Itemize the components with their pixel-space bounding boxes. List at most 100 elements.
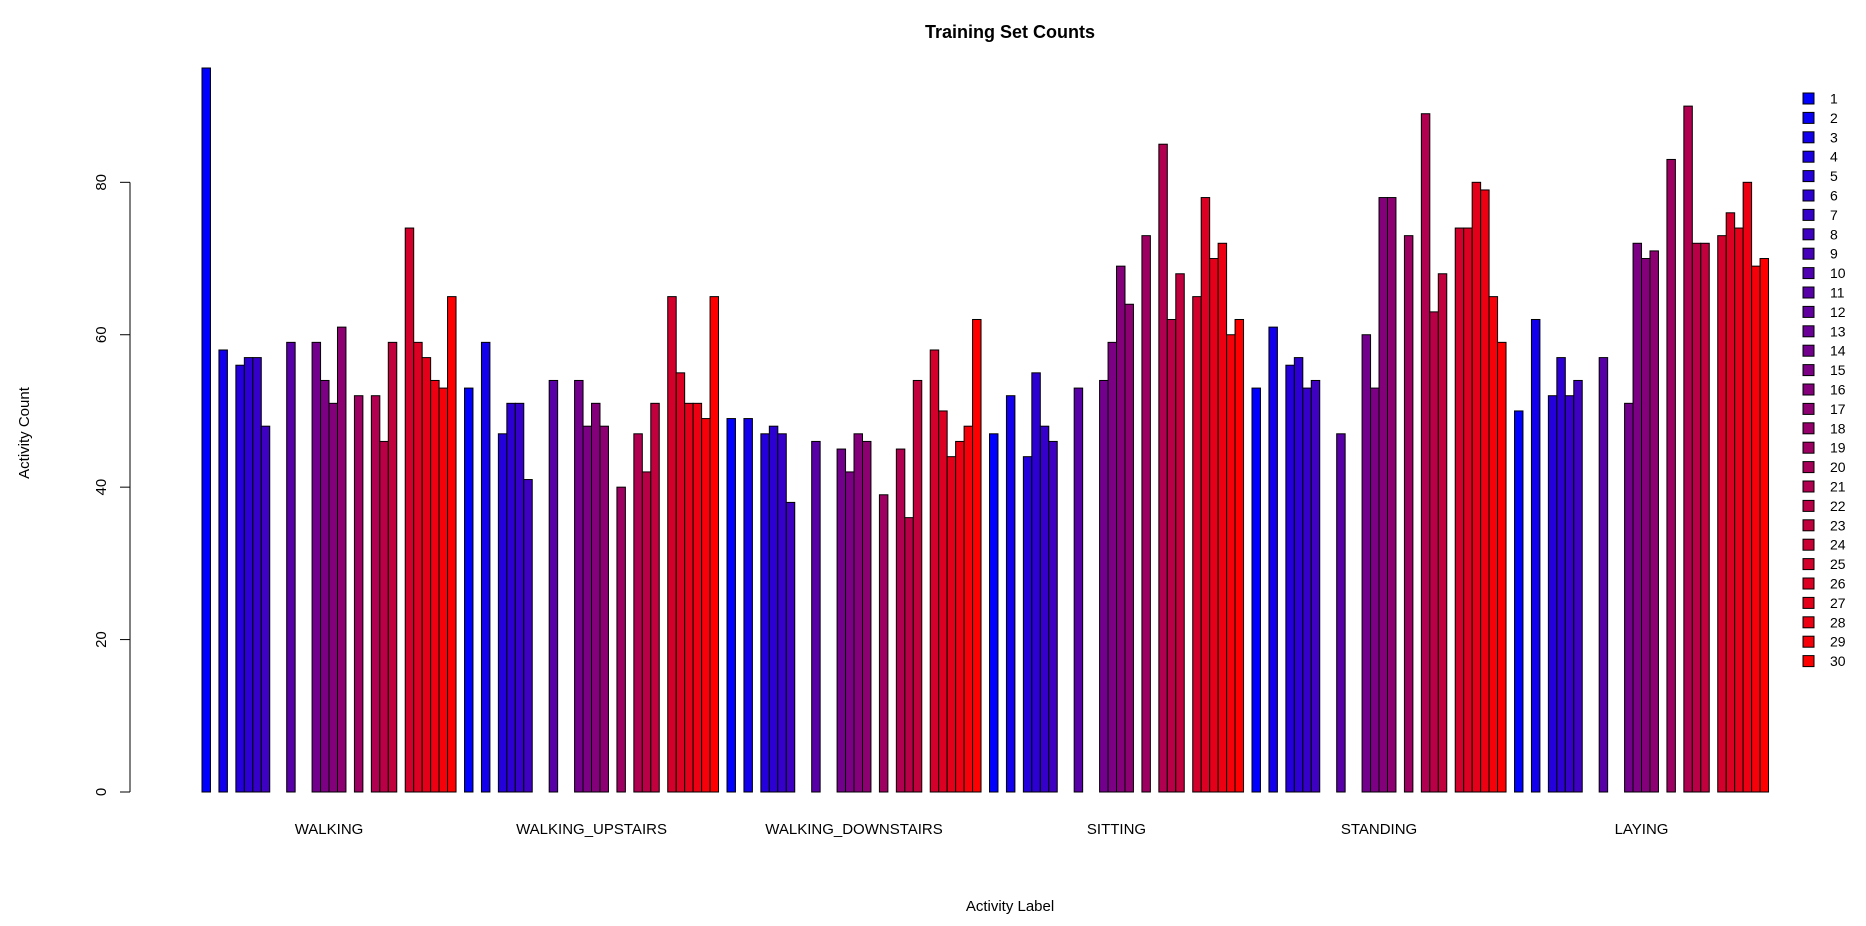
- legend-swatch: [1802, 616, 1815, 629]
- y-axis: 0 20 40 60 80: [93, 174, 131, 796]
- bar-laying-27: [1734, 227, 1744, 793]
- bar-sitting-17: [1124, 303, 1134, 793]
- legend-label: 30: [1830, 653, 1846, 669]
- bar-walking-upstairs-1: [464, 387, 474, 793]
- bar-walking-upstairs-22: [641, 471, 652, 793]
- bar-walking-downstairs-16: [853, 433, 863, 793]
- bar-laying-28: [1742, 181, 1753, 793]
- legend-swatch: [1802, 422, 1815, 435]
- legend-label: 18: [1830, 420, 1846, 436]
- legend-swatch: [1802, 558, 1815, 571]
- legend-label: 23: [1830, 517, 1846, 533]
- x-axis-label: Activity Label: [966, 898, 1054, 915]
- legend-label: 21: [1830, 479, 1846, 495]
- category-labels: WALKING WALKING_UPSTAIRS WALKING_DOWNSTAIR…: [295, 821, 1669, 838]
- legend-label: 25: [1830, 556, 1846, 572]
- bar-walking-upstairs-30: [709, 296, 720, 793]
- bar-walking-25: [404, 227, 415, 793]
- bar-standing-14: [1361, 334, 1372, 793]
- legend-swatch: [1802, 441, 1815, 454]
- bar-walking-8: [260, 425, 271, 793]
- legend-label: 16: [1830, 382, 1846, 398]
- bar-walking-downstairs-30: [972, 318, 982, 793]
- bar-laying-17: [1649, 250, 1659, 793]
- bar-sitting-1: [989, 433, 999, 793]
- bar-walking-30: [447, 296, 457, 793]
- bar-standing-22: [1429, 311, 1439, 793]
- bar-walking-downstairs-29: [963, 425, 974, 793]
- bar-walking-upstairs-5: [497, 433, 508, 793]
- bar-sitting-28: [1217, 242, 1228, 793]
- bar-sitting-11: [1073, 387, 1084, 793]
- bar-walking-upstairs-17: [599, 425, 609, 793]
- legend-swatch: [1802, 635, 1815, 648]
- legend-label: 8: [1830, 226, 1838, 242]
- bar-walking-23: [387, 341, 398, 793]
- bar-sitting-19: [1141, 235, 1151, 793]
- bar-walking-upstairs-25: [667, 296, 677, 793]
- legend-swatch: [1802, 538, 1815, 551]
- bar-walking-upstairs-27: [684, 402, 694, 793]
- bar-laying-29: [1751, 265, 1761, 793]
- legend-label: 12: [1830, 304, 1846, 320]
- legend-swatch: [1802, 170, 1815, 183]
- bar-standing-17: [1386, 197, 1397, 793]
- bar-laying-30: [1759, 258, 1770, 793]
- bar-walking-downstairs-15: [845, 471, 855, 793]
- bar-walking-downstairs-22: [904, 517, 914, 793]
- bar-walking-28: [430, 379, 440, 793]
- bar-walking-upstairs-14: [574, 379, 584, 793]
- bar-walking-downstairs-17: [861, 440, 872, 793]
- legend-label: 15: [1830, 362, 1846, 378]
- bar-sitting-14: [1099, 379, 1109, 793]
- legend-swatch: [1802, 111, 1815, 124]
- bar-walking-downstairs-28: [955, 440, 965, 793]
- legend-swatch: [1802, 364, 1815, 377]
- bar-walking-upstairs-16: [591, 402, 601, 793]
- legend-label: 2: [1830, 110, 1838, 126]
- bar-sitting-3: [1005, 395, 1016, 793]
- bar-walking-29: [438, 387, 449, 793]
- bar-laying-25: [1717, 235, 1727, 793]
- bar-walking-downstairs-11: [811, 440, 821, 793]
- legend-swatch: [1802, 247, 1815, 260]
- category-label: WALKING_DOWNSTAIRS: [765, 821, 943, 838]
- bar-laying-5: [1547, 395, 1558, 793]
- bar-walking-upstairs-19: [616, 486, 626, 793]
- legend-label: 5: [1830, 168, 1838, 184]
- category-label: SITTING: [1087, 821, 1146, 838]
- bar-laying-14: [1624, 402, 1634, 793]
- bar-walking-27: [421, 357, 432, 793]
- legend-label: 20: [1830, 459, 1846, 475]
- legend-label: 26: [1830, 576, 1846, 592]
- legend-swatch: [1802, 383, 1815, 396]
- bar-standing-8: [1310, 379, 1321, 793]
- bar-walking-22: [379, 440, 389, 793]
- legend-swatch: [1802, 150, 1815, 163]
- bar-standing-3: [1268, 326, 1278, 793]
- bar-walking-19: [353, 395, 364, 793]
- bar-walking-downstairs-25: [929, 349, 940, 793]
- bar-standing-26: [1463, 227, 1473, 793]
- legend-swatch: [1802, 228, 1815, 241]
- bar-laying-1: [1514, 410, 1524, 793]
- bar-standing-6: [1293, 357, 1304, 793]
- category-label: LAYING: [1615, 821, 1669, 838]
- bar-walking-upstairs-26: [675, 372, 686, 793]
- y-tick-label: 0: [93, 788, 110, 796]
- legend-swatch: [1802, 267, 1815, 280]
- bar-walking-upstairs-15: [582, 425, 593, 793]
- legend-swatch: [1802, 655, 1815, 668]
- bar-walking-17: [336, 326, 347, 793]
- legend-label: 9: [1830, 246, 1838, 262]
- bar-standing-29: [1488, 296, 1499, 793]
- bar-walking-downstairs-1: [726, 418, 736, 793]
- bar-walking-upstairs-3: [480, 341, 491, 793]
- y-tick-label: 80: [93, 174, 110, 191]
- bar-standing-7: [1302, 387, 1312, 793]
- bar-walking-21: [370, 395, 381, 793]
- bar-standing-23: [1437, 273, 1448, 793]
- legend-label: 11: [1830, 285, 1845, 301]
- bar-standing-19: [1403, 235, 1414, 793]
